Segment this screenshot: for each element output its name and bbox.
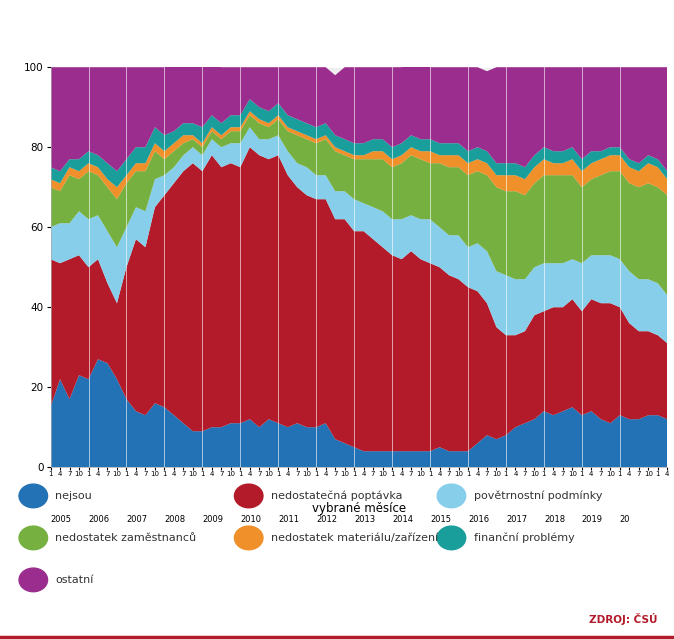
Text: 2005: 2005	[51, 515, 71, 524]
Text: 2012: 2012	[316, 515, 337, 524]
Text: nedostatek zaměstnanců: nedostatek zaměstnanců	[55, 533, 197, 543]
X-axis label: vybrané měsíce: vybrané měsíce	[312, 502, 406, 515]
Text: 20: 20	[620, 515, 630, 524]
Ellipse shape	[19, 568, 48, 592]
Text: 2008: 2008	[164, 515, 185, 524]
Text: nedostatečná poptávka: nedostatečná poptávka	[271, 491, 402, 501]
Text: 2011: 2011	[278, 515, 299, 524]
Ellipse shape	[437, 526, 466, 550]
Text: 2007: 2007	[127, 515, 148, 524]
Text: 2018: 2018	[544, 515, 565, 524]
Text: 2013: 2013	[354, 515, 375, 524]
Ellipse shape	[235, 484, 263, 508]
Text: 2015: 2015	[430, 515, 451, 524]
Text: 2014: 2014	[392, 515, 413, 524]
Text: 2017: 2017	[506, 515, 527, 524]
Text: 2006: 2006	[88, 515, 110, 524]
Ellipse shape	[19, 526, 48, 550]
Ellipse shape	[235, 526, 263, 550]
Text: nejsou: nejsou	[55, 491, 92, 501]
Text: Bariéry růstu ve stavebnictví (%): Bariéry růstu ve stavebnictví (%)	[8, 25, 282, 42]
Text: 2010: 2010	[241, 515, 262, 524]
Text: povětrnostní podmínky: povětrnostní podmínky	[474, 491, 602, 501]
Text: ZDROJ: ČSÚ: ZDROJ: ČSÚ	[588, 613, 657, 625]
Ellipse shape	[19, 484, 48, 508]
Text: nedostatek materiálu/zařízení: nedostatek materiálu/zařízení	[271, 533, 438, 543]
Text: 2009: 2009	[202, 515, 223, 524]
Text: finanční problémy: finanční problémy	[474, 532, 574, 543]
Text: ostatní: ostatní	[55, 575, 94, 585]
Text: 2019: 2019	[582, 515, 603, 524]
Ellipse shape	[437, 484, 466, 508]
Text: 2016: 2016	[468, 515, 489, 524]
